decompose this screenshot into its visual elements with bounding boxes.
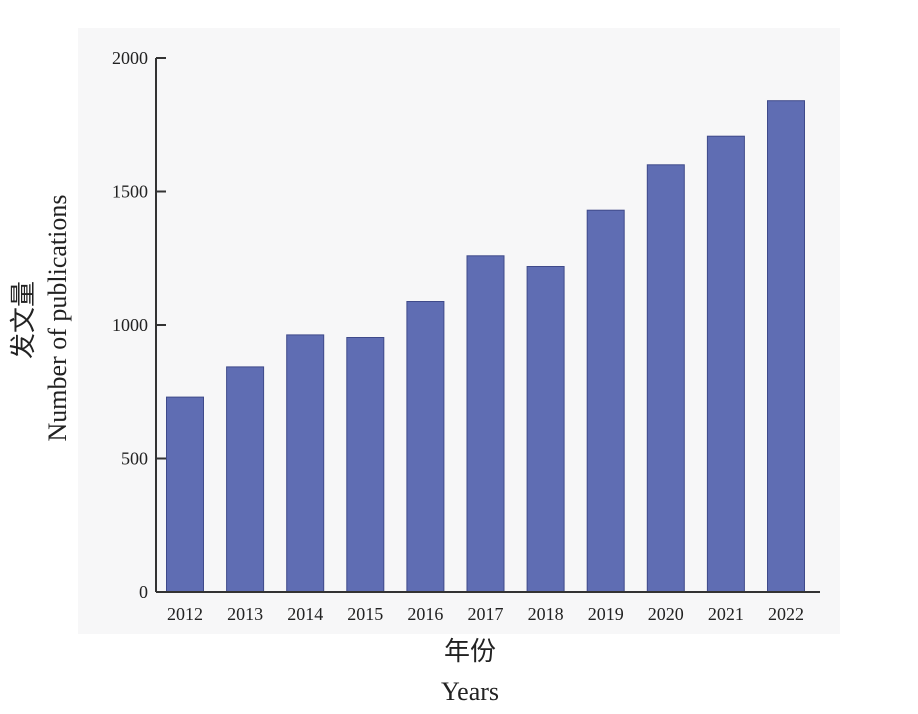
- x-tick-label: 2022: [768, 604, 804, 624]
- y-tick-label: 500: [121, 449, 148, 469]
- bar-2016: [406, 301, 445, 593]
- x-tick-label: 2014: [287, 604, 323, 624]
- bar-2014: [286, 334, 325, 593]
- x-axis-title-english: Years: [441, 677, 499, 706]
- x-tick-label: 2016: [407, 604, 443, 624]
- bar-2020: [646, 164, 685, 593]
- bars-group: [166, 100, 805, 593]
- x-tick-label: 2015: [347, 604, 383, 624]
- x-tick-label: 2018: [528, 604, 564, 624]
- bar-2015: [346, 337, 385, 593]
- y-axis-ticks: 0 500 1000 1500 2000: [112, 48, 166, 602]
- bar-2012: [166, 396, 204, 593]
- y-axis-title-english: Number of publications: [43, 195, 72, 442]
- x-tick-label: 2021: [708, 604, 744, 624]
- x-tick-label: 2017: [468, 604, 504, 624]
- x-axis-title-chinese: 年份: [444, 637, 496, 666]
- x-tick-label: 2012: [167, 604, 203, 624]
- bar-2022: [767, 100, 805, 593]
- x-tick-label: 2013: [227, 604, 263, 624]
- y-axis-title-chinese: 发文量: [9, 281, 38, 359]
- y-tick-label: 1500: [112, 182, 148, 202]
- x-axis-ticks: 2012 2013 2014 2015 2016 2017 2018 2019 2020 2021…: [167, 604, 804, 624]
- bar-2021: [706, 135, 745, 593]
- y-tick-label: 1000: [112, 315, 148, 335]
- x-tick-label: 2019: [588, 604, 624, 624]
- bar-2018: [526, 266, 565, 593]
- bar-2019: [586, 209, 625, 593]
- y-tick-label: 2000: [112, 48, 148, 68]
- bar-2013: [226, 366, 265, 593]
- y-tick-label: 0: [139, 582, 148, 602]
- x-tick-label: 2020: [648, 604, 684, 624]
- bar-2017: [466, 255, 505, 593]
